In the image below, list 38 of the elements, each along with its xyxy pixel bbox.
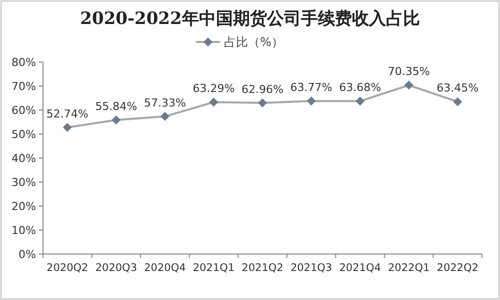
legend-label: 占比（%） [224, 35, 284, 49]
chart-title: 2020-2022年中国期货公司手续费收入占比 [80, 9, 420, 29]
x-tick-label: 2021Q4 [339, 262, 382, 274]
point [62, 122, 72, 132]
data-label: 63.45% [436, 82, 479, 95]
y-tick-label: 50% [12, 128, 36, 141]
y-tick-label: 70% [12, 80, 36, 93]
point [306, 96, 316, 106]
data-label: 52.74% [46, 107, 88, 120]
y-tick-label: 20% [12, 200, 36, 213]
data-label: 63.77% [290, 80, 332, 94]
x-tick-label: 2020Q3 [95, 262, 138, 274]
x-tick-label: 2021Q3 [290, 262, 332, 274]
x-tick-label: 2022Q2 [436, 262, 478, 274]
data-label: 62.96% [242, 82, 284, 96]
y-tick-label: 0% [18, 248, 36, 261]
y-tick-label: 40% [12, 152, 36, 165]
y-tick-label: 30% [12, 176, 36, 189]
point [258, 98, 267, 108]
x-tick-label: 2020Q4 [144, 262, 186, 274]
data-label: 57.33% [144, 96, 186, 110]
point [160, 112, 170, 121]
x-tick-label: 2021Q2 [242, 262, 284, 274]
point [453, 97, 462, 106]
data-label: 63.29% [192, 82, 235, 96]
x-tick-label: 2021Q1 [192, 262, 235, 274]
y-tick-label: 80% [12, 56, 36, 69]
point [209, 98, 218, 107]
x-tick-label: 2022Q1 [388, 262, 430, 274]
data-label: 55.84% [95, 100, 138, 113]
point [404, 80, 414, 90]
x-tick-label: 2020Q2 [46, 262, 88, 274]
point [356, 96, 365, 106]
data-label: 70.35% [388, 65, 430, 78]
point [112, 115, 121, 124]
y-tick-label: 60% [12, 104, 36, 117]
y-tick-label: 10% [12, 224, 36, 237]
data-label: 63.68% [339, 81, 382, 94]
